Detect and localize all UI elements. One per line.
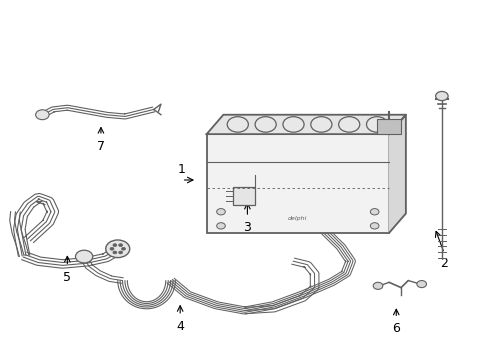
- Circle shape: [367, 117, 388, 132]
- Circle shape: [113, 251, 117, 254]
- Circle shape: [417, 280, 426, 288]
- Circle shape: [283, 117, 304, 132]
- Text: 1: 1: [178, 163, 186, 176]
- Circle shape: [119, 251, 122, 254]
- Text: 7: 7: [97, 140, 105, 153]
- Circle shape: [106, 240, 130, 258]
- Circle shape: [370, 223, 379, 229]
- Text: 4: 4: [176, 320, 184, 333]
- Bar: [233, 187, 255, 205]
- Circle shape: [311, 117, 332, 132]
- Circle shape: [373, 282, 383, 289]
- Bar: [207, 134, 389, 233]
- Polygon shape: [207, 115, 406, 134]
- Text: delphi: delphi: [288, 216, 308, 221]
- Circle shape: [75, 250, 93, 263]
- Circle shape: [436, 91, 448, 101]
- Circle shape: [255, 117, 276, 132]
- Circle shape: [217, 223, 225, 229]
- Circle shape: [370, 208, 379, 215]
- Circle shape: [227, 117, 248, 132]
- Text: 5: 5: [63, 270, 72, 284]
- Circle shape: [122, 247, 125, 250]
- Text: 2: 2: [441, 257, 448, 270]
- Circle shape: [113, 244, 117, 247]
- Text: 3: 3: [244, 221, 251, 234]
- Circle shape: [119, 244, 122, 247]
- Circle shape: [36, 110, 49, 120]
- Text: 6: 6: [392, 323, 400, 336]
- Circle shape: [110, 247, 114, 250]
- Circle shape: [339, 117, 360, 132]
- Circle shape: [217, 208, 225, 215]
- Polygon shape: [389, 115, 406, 233]
- Bar: [377, 120, 401, 134]
